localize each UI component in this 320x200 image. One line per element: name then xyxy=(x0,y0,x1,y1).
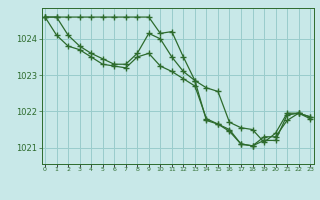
Text: Graphe pression niveau de la mer (hPa): Graphe pression niveau de la mer (hPa) xyxy=(66,182,254,192)
